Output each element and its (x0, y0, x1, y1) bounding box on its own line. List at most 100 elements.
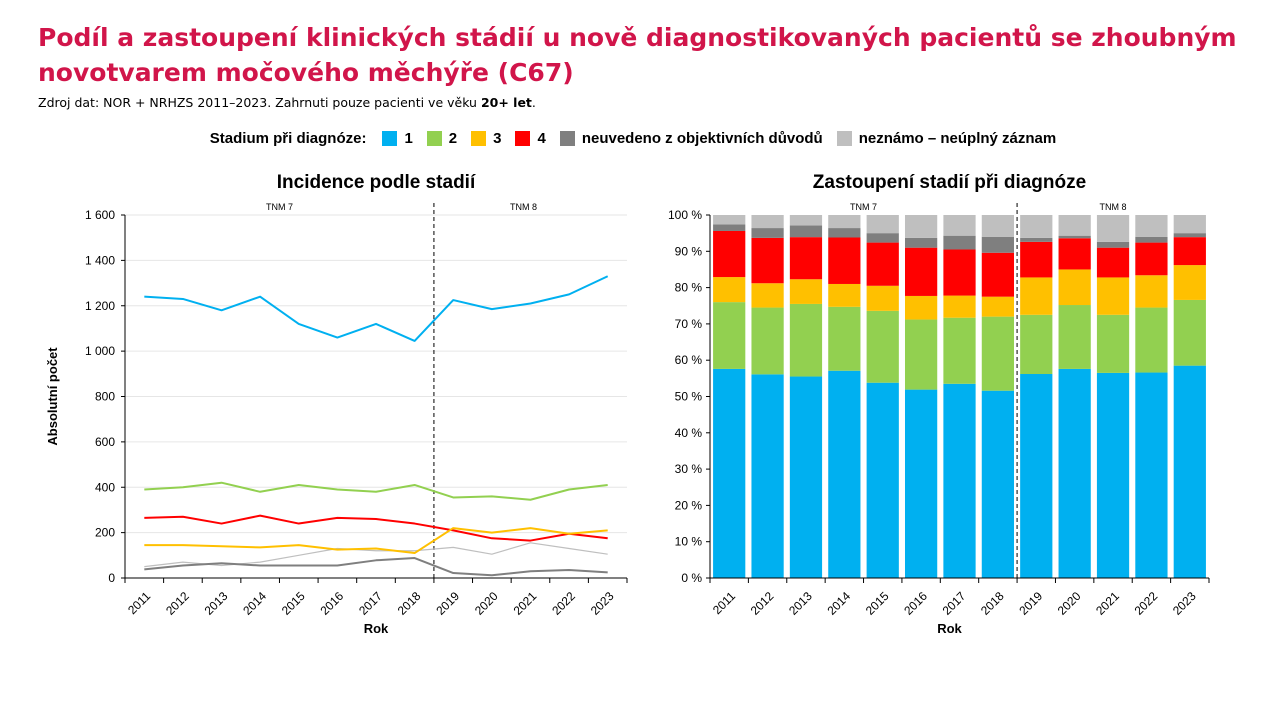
x-tick-label: 2015 (863, 589, 892, 618)
bar-segment-nezn-mo-ne-pln-z-znam (904, 215, 938, 238)
tnm8-label: TNM 8 (1100, 202, 1127, 212)
legend-swatch (836, 130, 852, 146)
chart-title: Incidence podle stadií (277, 172, 476, 193)
legend-item-unknown: neznámo – neúplný záznam (836, 130, 1056, 147)
y-tick-label: 800 (95, 390, 115, 404)
legend-swatch (559, 130, 575, 146)
bar-segment-3 (904, 295, 938, 320)
y-tick-label: 40 % (675, 426, 703, 440)
bar-segment-4 (828, 237, 861, 284)
bar-segment-1 (866, 382, 899, 578)
bar-segment-2 (943, 317, 976, 384)
x-tick-label: 2016 (901, 589, 930, 618)
bar-segment-nezn-mo-ne-pln-z-znam (751, 215, 784, 229)
y-tick-label: 0 (108, 571, 115, 585)
y-tick-label: 60 % (675, 353, 703, 367)
bar-segment-4 (866, 242, 899, 286)
bar-segment-3 (828, 283, 861, 307)
bar-segment-2 (828, 306, 861, 371)
series-line-nezn-mo-ne-pln-z-znam (144, 542, 608, 568)
legend-item-stage-3: 3 (471, 130, 501, 147)
y-tick-label: 100 % (668, 208, 702, 222)
tnm8-label: TNM 8 (510, 202, 537, 212)
x-tick-label: 2016 (318, 589, 347, 618)
bar-segment-3 (1173, 265, 1206, 300)
bar-segment-neuvedeno-z-objektivn-ch-d-vod- (904, 237, 938, 248)
y-tick-label: 10 % (675, 535, 703, 549)
x-tick-label: 2019 (433, 589, 462, 618)
x-tick-label: 2012 (748, 589, 777, 618)
x-tick-label: 2012 (163, 589, 192, 618)
y-tick-label: 70 % (675, 317, 703, 331)
bar-segment-2 (1173, 299, 1206, 366)
bar-segment-4 (751, 237, 784, 284)
y-tick-label: 20 % (675, 498, 703, 512)
bar-segment-neuvedeno-z-objektivn-ch-d-vod- (1135, 236, 1168, 243)
legend-label: neuvedeno z objektivních důvodů (581, 129, 823, 147)
y-tick-label: 90 % (675, 244, 703, 258)
data-source-suffix: . (531, 95, 536, 110)
legend-item-not-stated: neuvedeno z objektivních důvodů (559, 129, 823, 147)
bar-segment-1 (789, 376, 823, 578)
legend-item-stage-2: 2 (426, 129, 458, 147)
bar-segment-2 (1096, 314, 1130, 373)
legend-swatch (426, 130, 442, 146)
bar-segment-3 (789, 279, 823, 304)
x-tick-label: 2021 (1093, 589, 1122, 618)
bar-segment-4 (1058, 238, 1091, 270)
bar-segment-1 (828, 370, 861, 578)
legend-label: 3 (493, 129, 502, 147)
bar-segment-neuvedeno-z-objektivn-ch-d-vod- (981, 236, 1015, 253)
bar-segment-neuvedeno-z-objektivn-ch-d-vod- (866, 233, 899, 243)
y-tick-label: 400 (95, 480, 115, 494)
bar-segment-1 (1135, 372, 1168, 578)
data-source-note: Zdroj dat: NOR + NRHZS 2011–2023. Zahrnu… (38, 95, 536, 110)
bar-segment-3 (1058, 269, 1091, 306)
bar-segment-1 (751, 374, 784, 578)
x-tick-label: 2020 (1055, 589, 1084, 618)
page-title-line2: novotvarem močového měchýře (C67) (38, 58, 574, 87)
legend-label: 4 (537, 129, 546, 147)
bar-segment-1 (1020, 373, 1053, 578)
x-tick-label: 2017 (940, 589, 969, 618)
bar-segment-nezn-mo-ne-pln-z-znam (1020, 215, 1053, 238)
bar-segment-1 (1173, 365, 1206, 578)
legend-swatch (382, 130, 398, 146)
x-tick-label: 2019 (1016, 589, 1045, 618)
y-tick-label: 1 600 (85, 208, 115, 222)
x-tick-label: 2023 (588, 589, 617, 618)
bar-segment-neuvedeno-z-objektivn-ch-d-vod- (1020, 237, 1053, 242)
bar-segment-2 (713, 302, 746, 369)
bar-segment-2 (1135, 307, 1168, 373)
bar-segment-neuvedeno-z-objektivn-ch-d-vod- (828, 228, 861, 238)
bar-segment-nezn-mo-ne-pln-z-znam (828, 215, 861, 229)
data-source-prefix: Zdroj dat: NOR + NRHZS 2011–2023. Zahrnu… (38, 95, 481, 110)
y-tick-label: 50 % (675, 390, 703, 404)
bar-segment-4 (1096, 247, 1130, 278)
bar-segment-4 (1020, 241, 1053, 278)
series-line-neuvedeno-z-objektivn-ch-d-vod- (144, 557, 608, 577)
bar-segment-nezn-mo-ne-pln-z-znam (981, 215, 1015, 237)
bar-segment-nezn-mo-ne-pln-z-znam (789, 215, 823, 226)
legend-swatch (515, 130, 531, 146)
bar-segment-2 (751, 307, 784, 375)
bar-segment-1 (981, 390, 1015, 578)
bar-segment-3 (981, 296, 1015, 317)
bar-segment-1 (713, 368, 746, 578)
bar-segment-2 (981, 316, 1015, 391)
bar-segment-nezn-mo-ne-pln-z-znam (1135, 215, 1168, 237)
bar-segment-2 (904, 319, 938, 390)
bar-segment-4 (904, 247, 938, 296)
series-line-2 (144, 481, 608, 501)
x-tick-label: 2021 (511, 589, 540, 618)
x-tick-label: 2011 (710, 589, 738, 617)
x-axis-title: Rok (364, 621, 389, 636)
y-tick-label: 0 % (681, 571, 702, 585)
legend-label: 2 (448, 129, 458, 147)
series-line-4 (144, 514, 608, 542)
bar-segment-2 (1058, 305, 1091, 369)
y-tick-label: 1 400 (85, 253, 115, 267)
bar-segment-2 (789, 303, 823, 377)
x-tick-label: 2022 (1132, 589, 1161, 618)
legend-title: Stadium při diagnóze: (209, 129, 367, 147)
